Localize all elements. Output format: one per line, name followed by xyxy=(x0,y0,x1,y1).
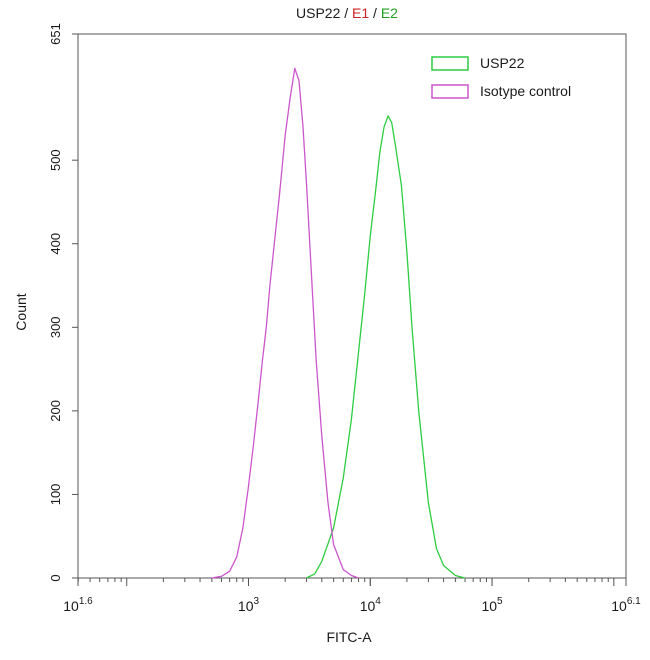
y-tick-label: 0 xyxy=(48,574,63,581)
legend-swatch xyxy=(431,56,469,71)
plot-frame xyxy=(77,33,627,579)
series-layer xyxy=(211,67,466,579)
title-part-0: USP22 xyxy=(296,5,341,21)
title-part-3: / xyxy=(369,5,381,21)
y-tick-label: 300 xyxy=(48,316,63,338)
y-axis-label: Count xyxy=(13,293,29,330)
series-line-isotype-control xyxy=(211,67,359,579)
title-part-1: / xyxy=(340,5,352,21)
x-tick-label: 103 xyxy=(238,596,260,614)
x-tick-label: 105 xyxy=(481,596,503,614)
y-tick-label: 200 xyxy=(48,400,63,422)
x-tick-label: 104 xyxy=(360,596,382,614)
x-axis: 101.6 103 104 105 106.1 xyxy=(63,578,641,614)
legend: USP22 Isotype control xyxy=(431,55,571,99)
legend-label: Isotype control xyxy=(480,83,571,99)
title-part-4: E2 xyxy=(381,5,398,21)
chart-title: USP22 / E1 / E2 xyxy=(296,5,398,21)
y-tick-label: 500 xyxy=(48,149,63,171)
series-line-usp22 xyxy=(306,115,466,579)
legend-swatch xyxy=(431,84,469,99)
y-tick-label: 100 xyxy=(48,484,63,506)
y-tick-label: 400 xyxy=(48,233,63,255)
y-tick-label: 651 xyxy=(48,23,63,45)
title-part-2: E1 xyxy=(352,5,369,21)
x-axis-label: FITC-A xyxy=(326,629,372,645)
x-tick-label: 101.6 xyxy=(63,596,93,614)
legend-label: USP22 xyxy=(480,55,525,71)
x-tick-label: 106.1 xyxy=(611,596,641,614)
y-axis: 0 100 200 300 400 500 651 xyxy=(48,23,78,582)
